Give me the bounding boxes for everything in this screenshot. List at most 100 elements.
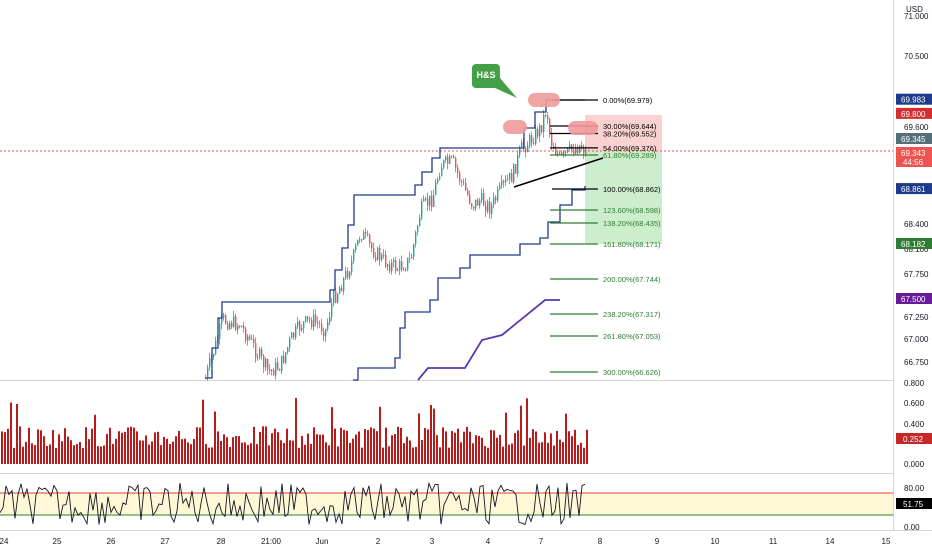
time-tick-label[interactable]: 10 bbox=[711, 537, 720, 546]
candle-body[interactable] bbox=[207, 367, 209, 378]
candle-body[interactable] bbox=[349, 271, 351, 278]
volume-bar[interactable] bbox=[556, 430, 558, 464]
volume-bar[interactable] bbox=[394, 434, 396, 464]
candle-body[interactable] bbox=[399, 261, 401, 270]
volume-bar[interactable] bbox=[118, 431, 120, 464]
candle-body[interactable] bbox=[453, 156, 455, 159]
candle-body[interactable] bbox=[265, 359, 267, 368]
candle-body[interactable] bbox=[269, 369, 271, 371]
candle-body[interactable] bbox=[229, 322, 231, 330]
fib-label[interactable]: 200.00%(67.744) bbox=[603, 275, 661, 284]
candle-body[interactable] bbox=[283, 355, 285, 363]
candle-body[interactable] bbox=[253, 339, 255, 343]
candle-body[interactable] bbox=[569, 144, 571, 148]
volume-bar[interactable] bbox=[466, 426, 468, 464]
volume-bar[interactable] bbox=[112, 443, 114, 464]
volume-bar[interactable] bbox=[373, 428, 375, 464]
volume-bar[interactable] bbox=[244, 442, 246, 464]
candle-body[interactable] bbox=[311, 320, 313, 327]
candle-body[interactable] bbox=[285, 352, 287, 363]
oscillator-path[interactable] bbox=[0, 481, 586, 526]
candle-body[interactable] bbox=[421, 201, 423, 218]
volume-bar[interactable] bbox=[202, 399, 204, 464]
candle-body[interactable] bbox=[415, 231, 417, 245]
candle-body[interactable] bbox=[545, 115, 547, 117]
volume-bar[interactable] bbox=[274, 428, 276, 464]
volume-bar[interactable] bbox=[457, 428, 459, 464]
candle-body[interactable] bbox=[307, 316, 309, 319]
pattern-callout[interactable] bbox=[472, 64, 517, 98]
volume-bar[interactable] bbox=[88, 439, 90, 464]
volume-bar[interactable] bbox=[586, 429, 588, 464]
candle-body[interactable] bbox=[561, 152, 563, 155]
volume-bar[interactable] bbox=[226, 437, 228, 464]
volume-bar[interactable] bbox=[367, 429, 369, 464]
candle-body[interactable] bbox=[369, 234, 371, 244]
candle-body[interactable] bbox=[379, 247, 381, 261]
volume-bar[interactable] bbox=[172, 441, 174, 464]
candle-body[interactable] bbox=[447, 156, 449, 164]
candle-body[interactable] bbox=[559, 152, 561, 154]
candle-body[interactable] bbox=[241, 325, 243, 328]
volume-bar[interactable] bbox=[73, 445, 75, 464]
volume-bar[interactable] bbox=[571, 436, 573, 464]
volume-bar[interactable] bbox=[13, 447, 15, 464]
price-axis-ticks[interactable]: 71.000 70.500 69.600 68.400 68.100 67.750 67.2… bbox=[904, 12, 929, 367]
volume-bar[interactable] bbox=[31, 443, 33, 464]
volume-bar[interactable] bbox=[94, 414, 96, 464]
volume-bar[interactable] bbox=[340, 427, 342, 464]
candle-body[interactable] bbox=[391, 262, 393, 272]
candle-body[interactable] bbox=[549, 119, 551, 133]
candle-body[interactable] bbox=[249, 336, 251, 340]
volume-bar[interactable] bbox=[220, 441, 222, 464]
candle-body[interactable] bbox=[435, 182, 437, 195]
volume-bar[interactable] bbox=[70, 440, 72, 464]
fib-label[interactable]: 100.00%(68.862) bbox=[603, 185, 661, 194]
candle-body[interactable] bbox=[281, 355, 283, 371]
volume-bar[interactable] bbox=[295, 398, 297, 464]
candle-body[interactable] bbox=[563, 151, 565, 155]
volume-bar[interactable] bbox=[25, 441, 27, 464]
volume-bar[interactable] bbox=[235, 436, 237, 464]
fib-label[interactable]: 30.00%(69.644) bbox=[603, 122, 657, 131]
fib-label[interactable]: 54.00%(69.376) bbox=[603, 144, 657, 153]
candle-body[interactable] bbox=[383, 254, 385, 256]
candle-body[interactable] bbox=[497, 188, 499, 201]
volume-bar[interactable] bbox=[478, 435, 480, 464]
candle-body[interactable] bbox=[413, 244, 415, 257]
time-tick-label[interactable]: 3 bbox=[430, 537, 435, 546]
candle-body[interactable] bbox=[289, 338, 291, 348]
volume-bar[interactable] bbox=[37, 429, 39, 464]
candle-body[interactable] bbox=[251, 339, 253, 341]
volume-bar[interactable] bbox=[49, 444, 51, 464]
volume-bar[interactable] bbox=[133, 427, 135, 464]
volume-bar[interactable] bbox=[247, 444, 249, 464]
candle-body[interactable] bbox=[335, 291, 337, 303]
candle-body[interactable] bbox=[247, 336, 249, 341]
volume-bar[interactable] bbox=[46, 445, 48, 464]
candle-body[interactable] bbox=[305, 316, 307, 322]
fib-label[interactable]: 161.80%(68.171) bbox=[603, 240, 661, 249]
volume-bar[interactable] bbox=[97, 446, 99, 464]
volume-bar[interactable] bbox=[1, 431, 3, 464]
volume-bar[interactable] bbox=[196, 427, 198, 464]
fib-levels[interactable]: 0.00%(69.979) 30.00%(69.644)38.20%(69.552… bbox=[550, 96, 661, 377]
candle-body[interactable] bbox=[581, 145, 583, 149]
volume-bar[interactable] bbox=[529, 437, 531, 464]
candle-body[interactable] bbox=[295, 326, 297, 338]
candle-body[interactable] bbox=[489, 201, 491, 214]
volume-bar[interactable] bbox=[106, 433, 108, 464]
candle-body[interactable] bbox=[381, 254, 383, 261]
volume-bar[interactable] bbox=[100, 446, 102, 464]
candle-body[interactable] bbox=[431, 195, 433, 207]
volume-bar[interactable] bbox=[187, 442, 189, 464]
volume-bar[interactable] bbox=[493, 430, 495, 464]
volume-bar[interactable] bbox=[79, 442, 81, 464]
volume-bar[interactable] bbox=[412, 447, 414, 464]
candle-body[interactable] bbox=[409, 257, 411, 259]
candle-body[interactable] bbox=[333, 291, 335, 304]
volume-bar[interactable] bbox=[307, 433, 309, 464]
candle-body[interactable] bbox=[521, 142, 523, 148]
price-tick-label[interactable]: 68.400 bbox=[904, 220, 929, 229]
candle-body[interactable] bbox=[227, 323, 229, 330]
